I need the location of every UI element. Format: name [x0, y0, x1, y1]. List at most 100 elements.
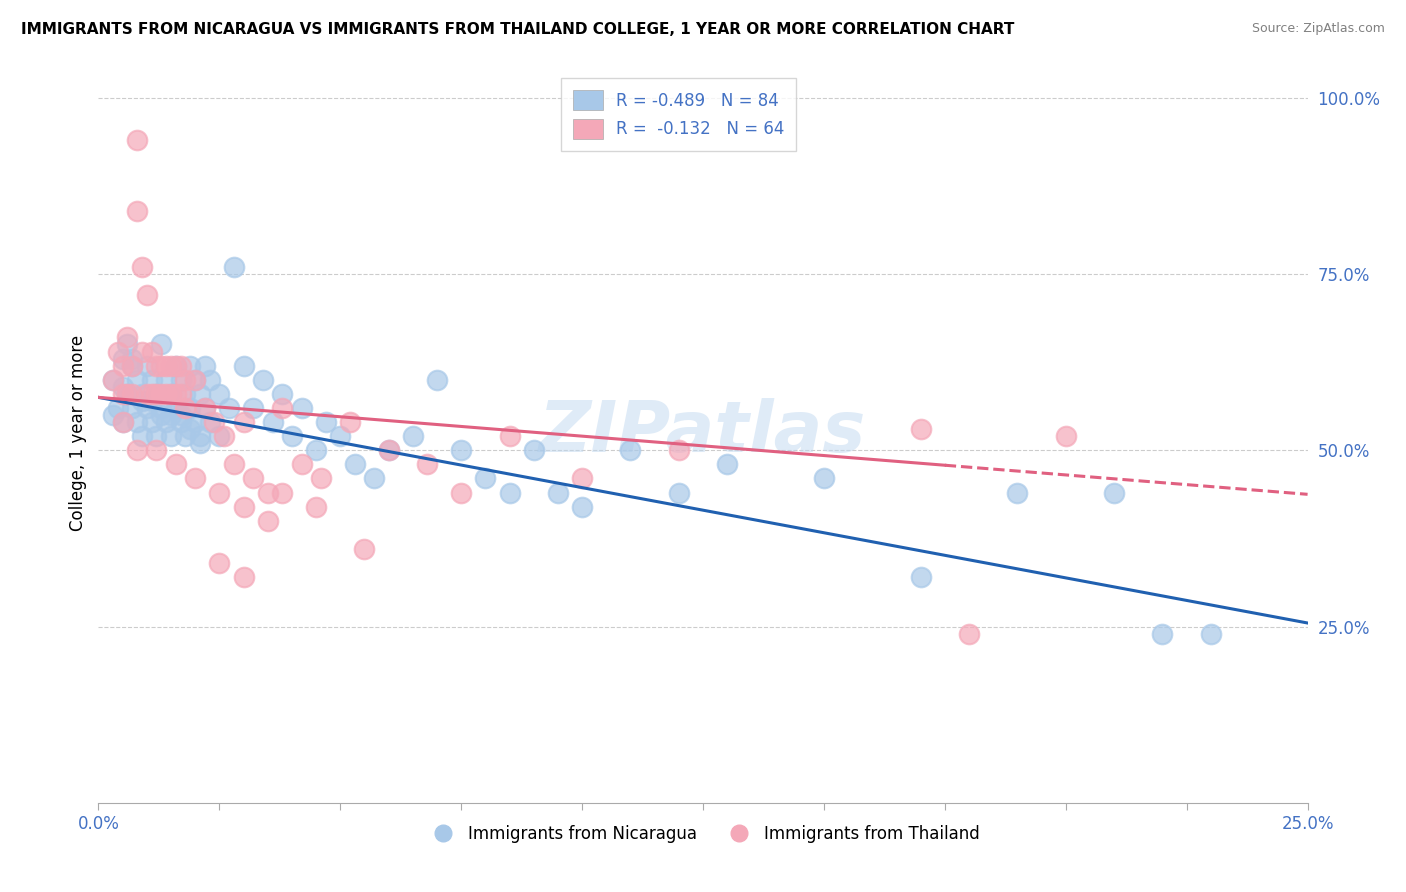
Point	[252, 373, 274, 387]
Point	[169, 415, 191, 429]
Point	[169, 373, 191, 387]
Point	[165, 401, 187, 415]
Point	[1152, 626, 1174, 640]
Point	[111, 415, 134, 429]
Point	[498, 485, 520, 500]
Point	[208, 429, 231, 443]
Point	[208, 485, 231, 500]
Point	[498, 429, 520, 443]
Point	[184, 373, 207, 387]
Point	[121, 359, 143, 373]
Point	[160, 387, 183, 401]
Point	[957, 626, 980, 640]
Point	[910, 570, 932, 584]
Point	[188, 429, 211, 443]
Point	[668, 485, 690, 500]
Point	[169, 408, 191, 422]
Point	[194, 401, 217, 415]
Text: Source: ZipAtlas.com: Source: ZipAtlas.com	[1251, 22, 1385, 36]
Point	[150, 337, 173, 351]
Point	[1199, 626, 1222, 640]
Point	[145, 429, 167, 443]
Point	[339, 415, 361, 429]
Point	[131, 260, 153, 274]
Point	[377, 443, 399, 458]
Point	[315, 415, 337, 429]
Point	[160, 387, 183, 401]
Point	[343, 458, 366, 472]
Point	[232, 359, 254, 373]
Point	[305, 500, 328, 514]
Point	[204, 415, 226, 429]
Y-axis label: College, 1 year or more: College, 1 year or more	[69, 334, 87, 531]
Point	[523, 443, 546, 458]
Point	[1054, 429, 1077, 443]
Point	[127, 415, 149, 429]
Point	[474, 471, 496, 485]
Point	[131, 387, 153, 401]
Point	[165, 458, 187, 472]
Point	[256, 485, 278, 500]
Point	[155, 359, 177, 373]
Point	[218, 401, 240, 415]
Point	[169, 387, 191, 401]
Point	[127, 443, 149, 458]
Point	[165, 387, 187, 401]
Point	[242, 471, 264, 485]
Point	[165, 359, 187, 373]
Point	[232, 570, 254, 584]
Point	[174, 401, 197, 415]
Point	[222, 458, 245, 472]
Point	[619, 443, 641, 458]
Point	[271, 387, 294, 401]
Text: ZIPatlas: ZIPatlas	[540, 398, 866, 467]
Point	[194, 401, 217, 415]
Point	[117, 387, 139, 401]
Point	[174, 429, 197, 443]
Point	[179, 401, 201, 415]
Point	[127, 133, 149, 147]
Point	[101, 408, 124, 422]
Point	[212, 429, 235, 443]
Point	[117, 330, 139, 344]
Point	[262, 415, 284, 429]
Point	[145, 387, 167, 401]
Point	[150, 359, 173, 373]
Point	[571, 471, 593, 485]
Text: IMMIGRANTS FROM NICARAGUA VS IMMIGRANTS FROM THAILAND COLLEGE, 1 YEAR OR MORE CO: IMMIGRANTS FROM NICARAGUA VS IMMIGRANTS …	[21, 22, 1015, 37]
Point	[160, 408, 183, 422]
Point	[668, 443, 690, 458]
Point	[111, 415, 134, 429]
Point	[377, 443, 399, 458]
Point	[127, 373, 149, 387]
Point	[150, 408, 173, 422]
Legend: Immigrants from Nicaragua, Immigrants from Thailand: Immigrants from Nicaragua, Immigrants fr…	[420, 819, 986, 850]
Point	[131, 429, 153, 443]
Point	[101, 373, 124, 387]
Point	[169, 359, 191, 373]
Point	[281, 429, 304, 443]
Point	[571, 500, 593, 514]
Point	[117, 337, 139, 351]
Point	[232, 500, 254, 514]
Point	[111, 359, 134, 373]
Point	[271, 485, 294, 500]
Point	[131, 344, 153, 359]
Point	[117, 387, 139, 401]
Point	[198, 373, 221, 387]
Point	[353, 541, 375, 556]
Point	[135, 288, 157, 302]
Point	[111, 387, 134, 401]
Point	[135, 387, 157, 401]
Point	[402, 429, 425, 443]
Point	[450, 443, 472, 458]
Point	[107, 344, 129, 359]
Point	[155, 373, 177, 387]
Point	[150, 401, 173, 415]
Point	[910, 422, 932, 436]
Point	[145, 387, 167, 401]
Point	[256, 514, 278, 528]
Point	[141, 373, 163, 387]
Point	[1007, 485, 1029, 500]
Point	[101, 373, 124, 387]
